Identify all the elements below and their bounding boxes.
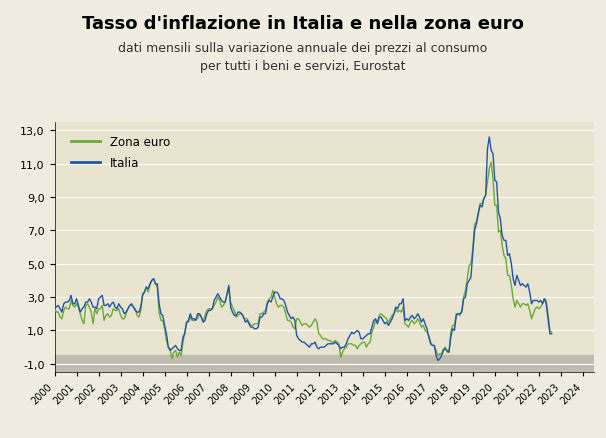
Legend: Zona euro, Italia: Zona euro, Italia — [66, 131, 175, 175]
Text: dati mensili sulla variazione annuale dei prezzi al consumo
per tutti i beni e s: dati mensili sulla variazione annuale de… — [118, 42, 488, 73]
Text: Tasso d'inflazione in Italia e nella zona euro: Tasso d'inflazione in Italia e nella zon… — [82, 15, 524, 33]
Bar — [55, 355, 594, 372]
